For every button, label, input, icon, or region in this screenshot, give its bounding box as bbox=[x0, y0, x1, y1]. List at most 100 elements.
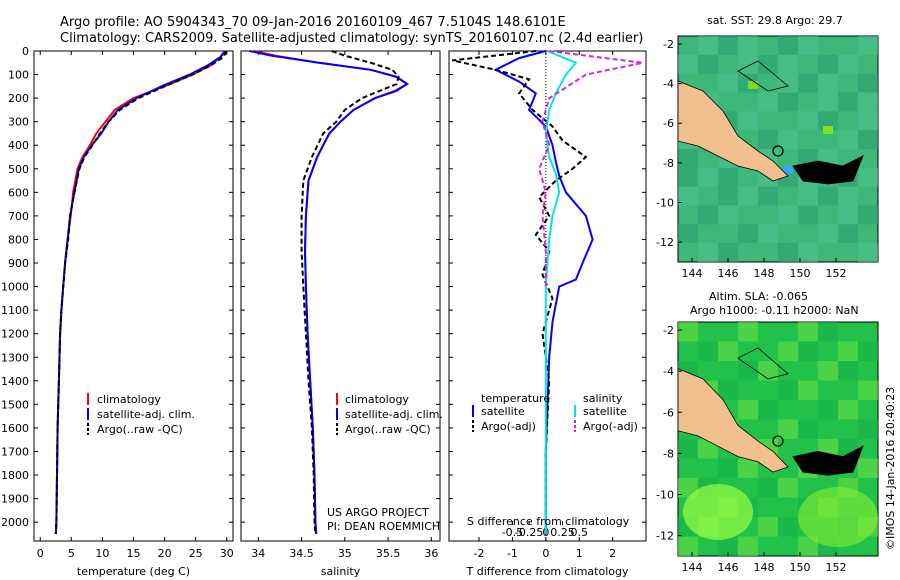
map-cell bbox=[778, 73, 798, 93]
map-cell bbox=[778, 380, 798, 400]
map-cell bbox=[718, 536, 738, 556]
map-cell bbox=[718, 243, 738, 262]
map-cell bbox=[758, 224, 778, 244]
map-cell bbox=[818, 92, 838, 112]
x-axis-label: salinity bbox=[321, 565, 361, 578]
x-tick-label: 34.5 bbox=[289, 547, 314, 560]
map-cell bbox=[798, 73, 818, 93]
series-line bbox=[493, 50, 594, 534]
legend-label: satellite bbox=[481, 405, 525, 418]
map-cell bbox=[738, 111, 758, 131]
legend-header: temperature bbox=[481, 392, 550, 405]
map-cell bbox=[698, 205, 718, 225]
project-credit: US ARGO PROJECT bbox=[327, 506, 429, 519]
map-cell bbox=[718, 36, 738, 55]
map-cell bbox=[758, 400, 778, 420]
map-cell bbox=[858, 243, 878, 262]
y-tick-label: -12 bbox=[656, 530, 674, 543]
y-tick-label: 1400 bbox=[1, 375, 29, 388]
header-line2: Climatology: CARS2009. Satellite-adjuste… bbox=[60, 31, 643, 46]
map-cell bbox=[818, 361, 838, 381]
s-tick-label: 0.5 bbox=[570, 526, 588, 539]
map-cell bbox=[838, 224, 858, 244]
map-cell bbox=[823, 126, 833, 134]
map-cell bbox=[778, 54, 798, 74]
x-tick-label: 0 bbox=[37, 547, 44, 560]
map-cell bbox=[818, 224, 838, 244]
map-cell bbox=[678, 54, 698, 74]
map-cell bbox=[798, 243, 818, 262]
y-tick-label: 1900 bbox=[1, 493, 29, 506]
map-cell bbox=[718, 341, 738, 361]
map-cell bbox=[748, 81, 758, 89]
y-tick-label: 1700 bbox=[1, 445, 29, 458]
map-cell bbox=[678, 322, 698, 342]
map-cell bbox=[698, 36, 718, 55]
x-tick-label: 1 bbox=[576, 547, 583, 560]
legend-label: Argo(-adj) bbox=[583, 420, 638, 433]
x-tick-label: 20 bbox=[158, 547, 172, 560]
map-cell bbox=[698, 167, 718, 187]
map-cell bbox=[778, 92, 798, 112]
map-cell bbox=[698, 54, 718, 74]
x-tick-label: 150 bbox=[790, 561, 811, 574]
y-tick-label: -4 bbox=[663, 78, 674, 91]
x-tick-label: 144 bbox=[682, 267, 703, 280]
plot-frame bbox=[240, 50, 441, 542]
map-cell bbox=[858, 341, 878, 361]
y-tick-label: 1600 bbox=[1, 422, 29, 435]
map-cell bbox=[798, 322, 818, 342]
map-cell bbox=[798, 419, 818, 439]
map-cell bbox=[798, 380, 818, 400]
map-cell bbox=[738, 54, 758, 74]
header-line1: Argo profile: AO 5904343_70 09-Jan-2016 … bbox=[60, 15, 566, 30]
map-cell bbox=[758, 54, 778, 74]
map-cell bbox=[778, 341, 798, 361]
x-tick-label: 35 bbox=[338, 547, 352, 560]
salinity-panel: 34 34.5 35 35.5 36 salinity bbox=[240, 50, 441, 578]
x-tick-label: -1 bbox=[507, 547, 518, 560]
y-tick-label: -6 bbox=[663, 406, 674, 419]
x-tick-label: 34 bbox=[251, 547, 265, 560]
map-cell bbox=[838, 130, 858, 149]
sla-map: 144 146 148 150 152 -2 -4 -6 -8 -10 -12 bbox=[656, 321, 879, 574]
map-cell bbox=[798, 205, 818, 225]
map-cell bbox=[778, 478, 798, 498]
map-cell bbox=[818, 54, 838, 74]
y-tick-label: 200 bbox=[8, 92, 29, 105]
y-tick-label: -4 bbox=[663, 365, 674, 378]
map-cell bbox=[758, 92, 778, 112]
coast-line bbox=[737, 60, 789, 92]
y-tick-label: -10 bbox=[656, 489, 674, 502]
map-cell bbox=[678, 186, 698, 206]
imos-stamp: ©IMOS 14-Jan-2016 20:40:23 bbox=[884, 387, 897, 550]
map-cell bbox=[678, 439, 698, 459]
s-diff-label: S difference from climatology bbox=[467, 515, 630, 528]
map-cell bbox=[778, 205, 798, 225]
map-cell bbox=[858, 167, 878, 187]
map-cell bbox=[778, 517, 798, 537]
x-tick-label: 2 bbox=[609, 547, 616, 560]
y-tick-label: 600 bbox=[8, 186, 29, 199]
difference-legend: temperature salinity satellite Argo(-adj… bbox=[472, 392, 638, 433]
y-tick-label: -2 bbox=[663, 324, 674, 337]
series-line bbox=[300, 50, 400, 534]
argo-position-marker bbox=[772, 435, 784, 447]
land-new-britain bbox=[792, 445, 864, 476]
map-cell bbox=[818, 322, 838, 342]
y-tick-label: 1100 bbox=[1, 304, 29, 317]
map-cell bbox=[758, 478, 778, 498]
map-cell bbox=[838, 205, 858, 225]
legend-label: Argo(..raw -QC) bbox=[345, 423, 431, 436]
x-tick-label: 146 bbox=[718, 561, 739, 574]
map-cell bbox=[718, 458, 738, 478]
legend-label: satellite-adj. clim. bbox=[97, 408, 195, 421]
map-cell bbox=[838, 54, 858, 74]
y-tick-label: 700 bbox=[8, 210, 29, 223]
map-cell bbox=[783, 166, 793, 174]
x-tick-label: 35.5 bbox=[376, 547, 401, 560]
s-tick-label: 0.25 bbox=[550, 526, 575, 539]
x-tick-label: 5 bbox=[68, 547, 75, 560]
map-cell bbox=[818, 186, 838, 206]
